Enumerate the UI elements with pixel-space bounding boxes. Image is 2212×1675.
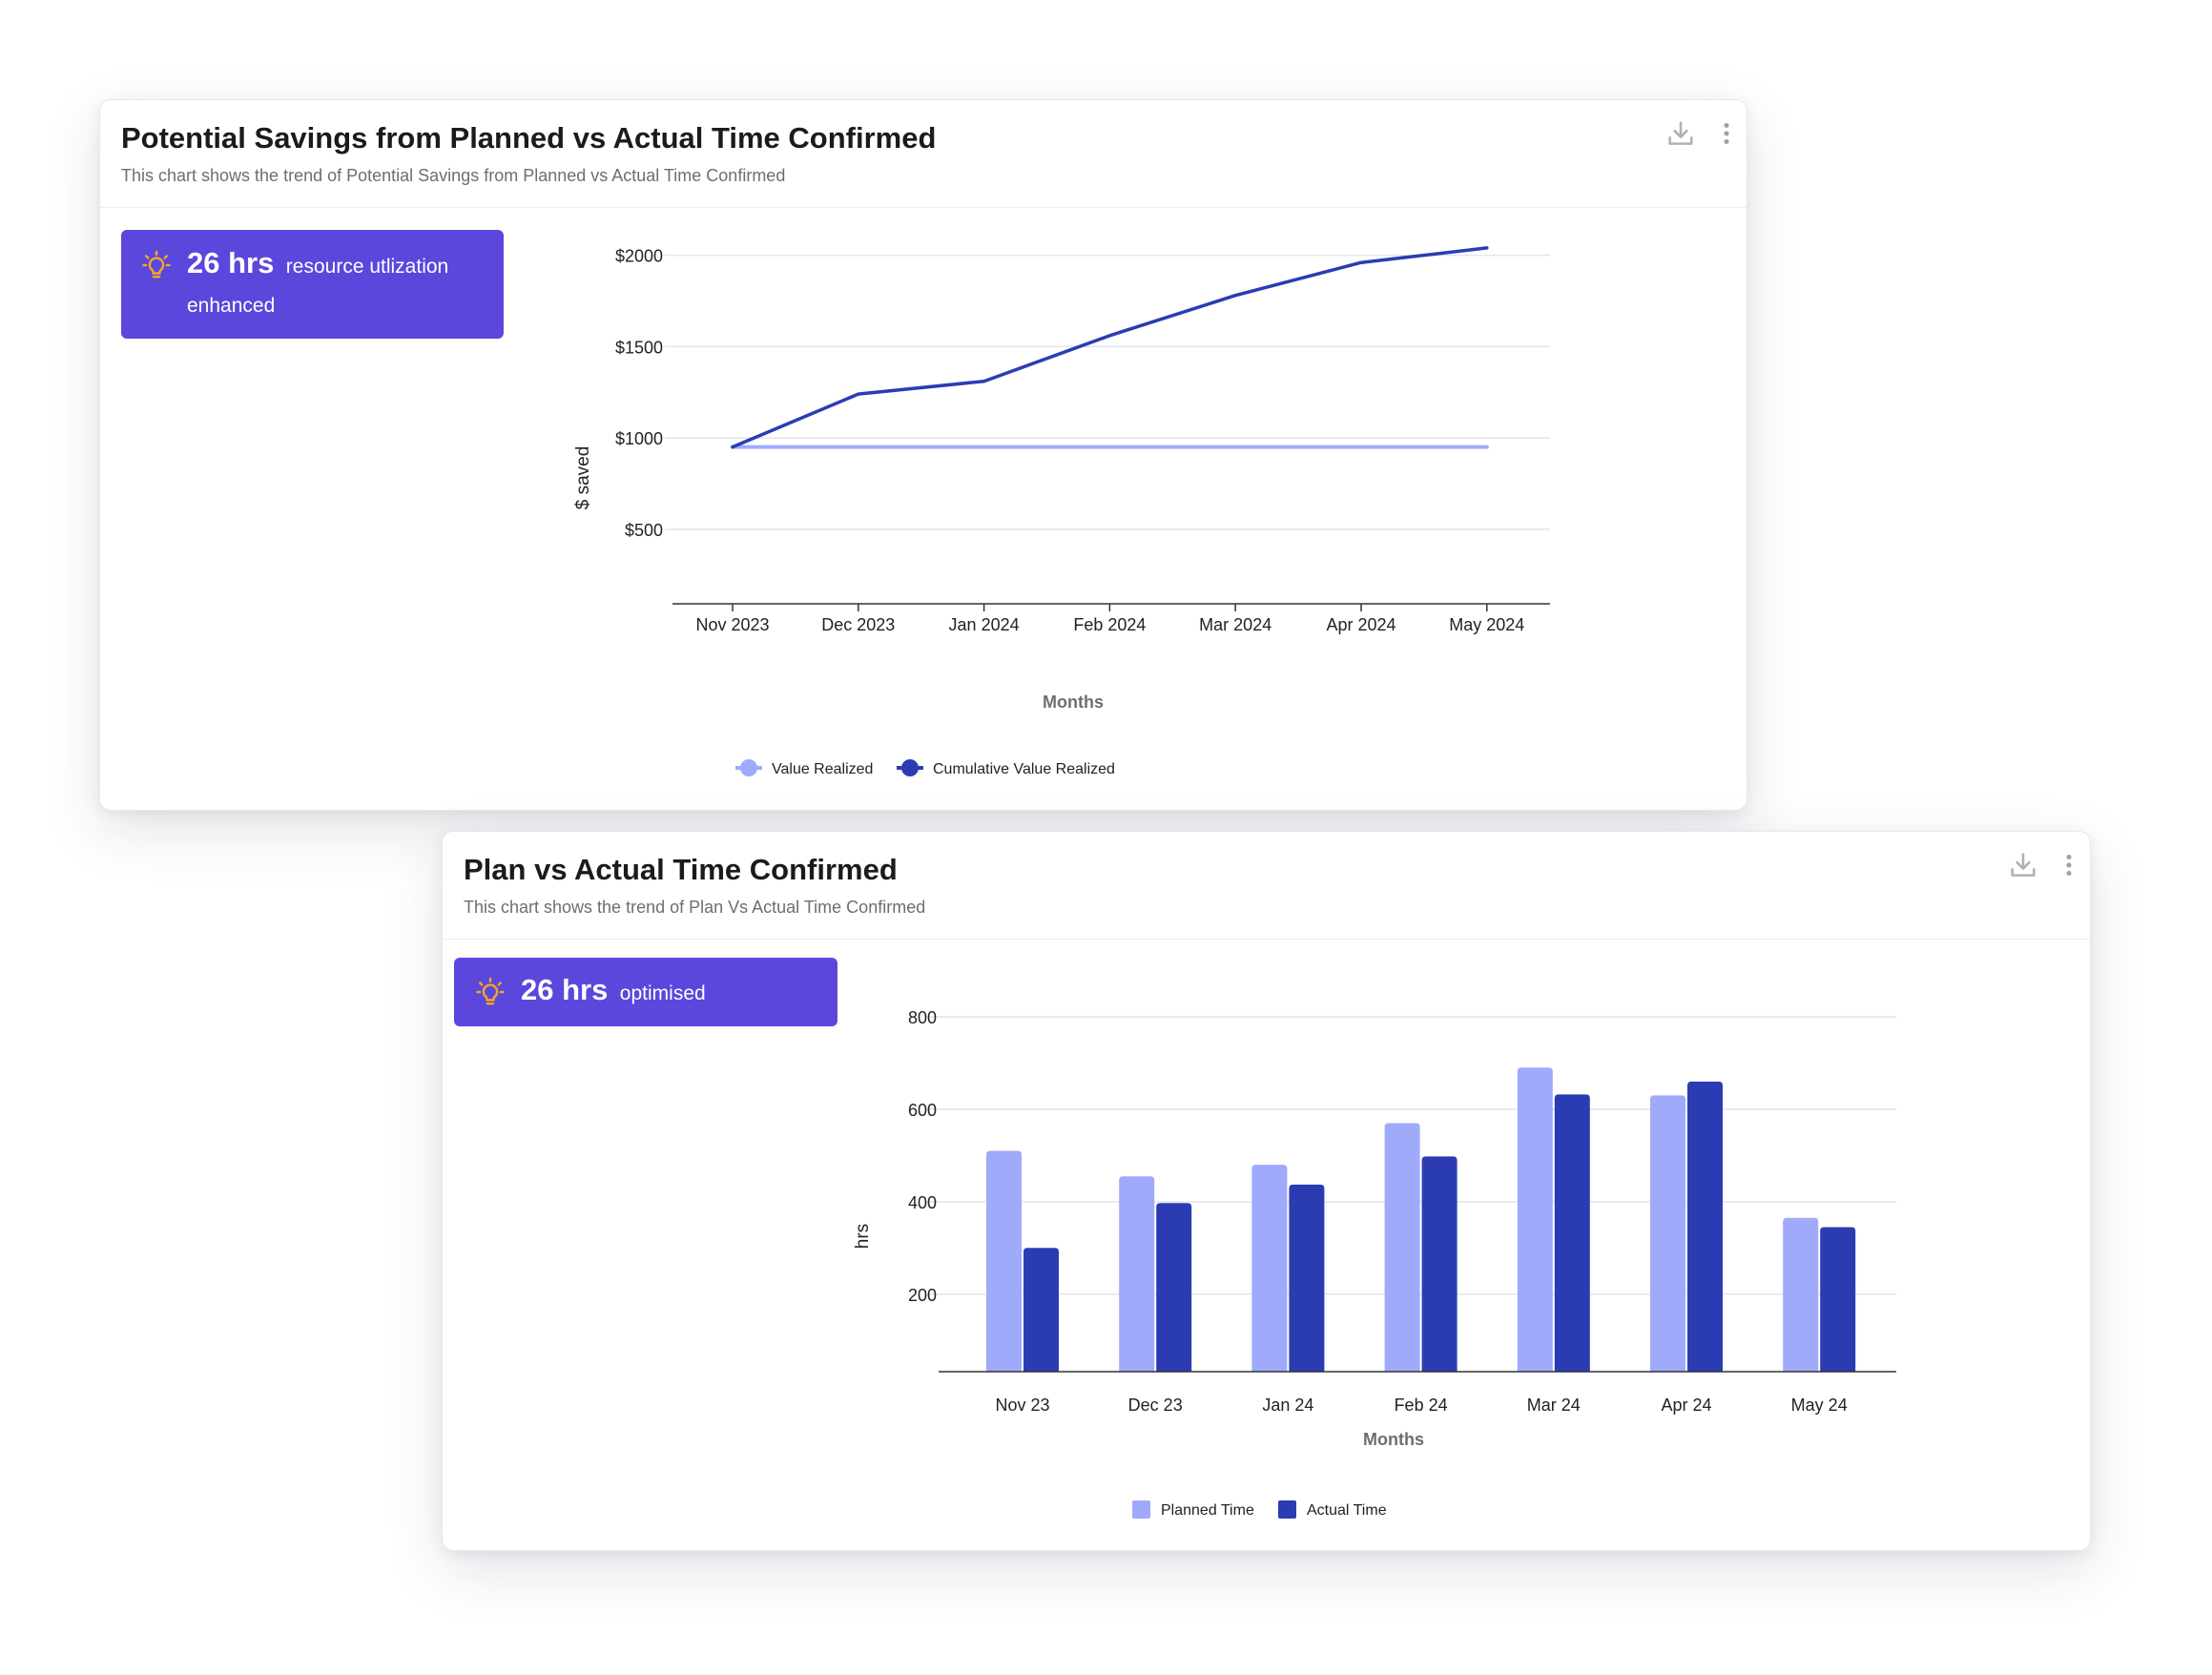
x-tick-label: Feb 2024 — [1073, 615, 1146, 634]
insight-text: optimised — [619, 982, 706, 1004]
insight-banner: 26 hrs optimised — [454, 958, 837, 1026]
bar[interactable] — [1687, 1081, 1723, 1372]
card-header: Plan vs Actual Time Confirmed This chart… — [443, 832, 2090, 940]
x-tick-label: Nov 23 — [995, 1396, 1049, 1415]
legend-label[interactable]: Value Realized — [772, 761, 873, 777]
x-tick-label: Dec 2023 — [821, 615, 895, 634]
card-subtitle: This chart shows the trend of Potential … — [121, 166, 786, 185]
bar[interactable] — [1421, 1156, 1457, 1372]
legend-label[interactable]: Actual Time — [1307, 1502, 1387, 1519]
legend-marker[interactable] — [901, 759, 919, 776]
y-tick-label: 200 — [908, 1286, 937, 1305]
y-tick-label: $2000 — [615, 247, 663, 266]
x-tick-label: Jan 24 — [1262, 1396, 1313, 1415]
y-tick-label: 800 — [908, 1008, 937, 1027]
bar[interactable] — [1251, 1165, 1288, 1372]
bar[interactable] — [1820, 1227, 1856, 1373]
y-tick-label: $1000 — [615, 429, 663, 448]
legend-label[interactable]: Planned Time — [1161, 1502, 1254, 1519]
insight-value: 26 hrs — [521, 973, 609, 1006]
plan-vs-actual-chart-card: Plan vs Actual Time Confirmed This chart… — [442, 831, 2091, 1551]
x-tick-label: Mar 24 — [1527, 1396, 1581, 1415]
x-tick-label: Jan 2024 — [949, 615, 1020, 634]
x-axis-label: Months — [1043, 693, 1104, 712]
x-tick-label: Mar 2024 — [1199, 615, 1271, 634]
y-axis-label: hrs — [853, 1224, 873, 1249]
legend-swatch[interactable] — [1132, 1500, 1150, 1519]
y-tick-label: $1500 — [615, 338, 663, 357]
bar[interactable] — [986, 1150, 1022, 1372]
download-icon[interactable] — [1664, 117, 1697, 150]
card-title: Potential Savings from Planned vs Actual… — [121, 121, 937, 155]
lightbulb-icon — [140, 249, 173, 281]
bar[interactable] — [1156, 1203, 1192, 1372]
insight-text-continued: enhanced — [187, 295, 276, 317]
x-tick-label: May 24 — [1791, 1396, 1848, 1415]
insight-value: 26 hrs — [187, 246, 275, 279]
card-title: Plan vs Actual Time Confirmed — [464, 853, 898, 886]
bar[interactable] — [1119, 1176, 1155, 1372]
bar[interactable] — [1289, 1184, 1325, 1372]
x-tick-label: Feb 24 — [1395, 1396, 1448, 1415]
x-tick-label: May 2024 — [1449, 615, 1524, 634]
y-tick-label: $500 — [625, 521, 663, 540]
download-icon[interactable] — [2007, 849, 2039, 881]
legend-label[interactable]: Cumulative Value Realized — [933, 761, 1115, 777]
card-header: Potential Savings from Planned vs Actual… — [100, 100, 1747, 208]
bar[interactable] — [1554, 1094, 1590, 1372]
insight-banner: 26 hrs resource utlization enhanced — [121, 230, 504, 339]
card-subtitle: This chart shows the trend of Plan Vs Ac… — [464, 898, 926, 917]
bar[interactable] — [1517, 1067, 1553, 1372]
insight-text: resource utlization — [285, 256, 449, 278]
line-chart: $500 $1000 $1500 $2000 Nov 2023 Dec 2023 Jan 2… — [573, 246, 1550, 777]
y-tick-label: 600 — [908, 1101, 937, 1120]
lightbulb-icon — [474, 976, 506, 1008]
x-axis-label: Months — [1363, 1430, 1424, 1449]
legend-marker[interactable] — [740, 759, 757, 776]
x-tick-label: Apr 24 — [1661, 1396, 1711, 1415]
bar[interactable] — [1023, 1248, 1059, 1372]
bar[interactable] — [1650, 1095, 1685, 1372]
x-tick-label: Nov 2023 — [695, 615, 769, 634]
more-vertical-icon[interactable] — [1710, 117, 1743, 150]
x-tick-label: Dec 23 — [1128, 1396, 1183, 1415]
series-line — [731, 246, 1489, 449]
bar[interactable] — [1384, 1123, 1420, 1372]
bar-chart: 200 400 600 800 Nov 23 Dec 23 Jan 24 Feb 24 Mar … — [853, 1008, 1896, 1519]
more-vertical-icon[interactable] — [2053, 849, 2085, 881]
savings-chart-card: Potential Savings from Planned vs Actual… — [99, 99, 1747, 811]
y-axis-label: $ saved — [573, 446, 593, 510]
legend-swatch[interactable] — [1278, 1500, 1296, 1519]
bar[interactable] — [1783, 1217, 1819, 1372]
x-tick-label: Apr 2024 — [1326, 615, 1395, 634]
y-tick-label: 400 — [908, 1193, 937, 1212]
